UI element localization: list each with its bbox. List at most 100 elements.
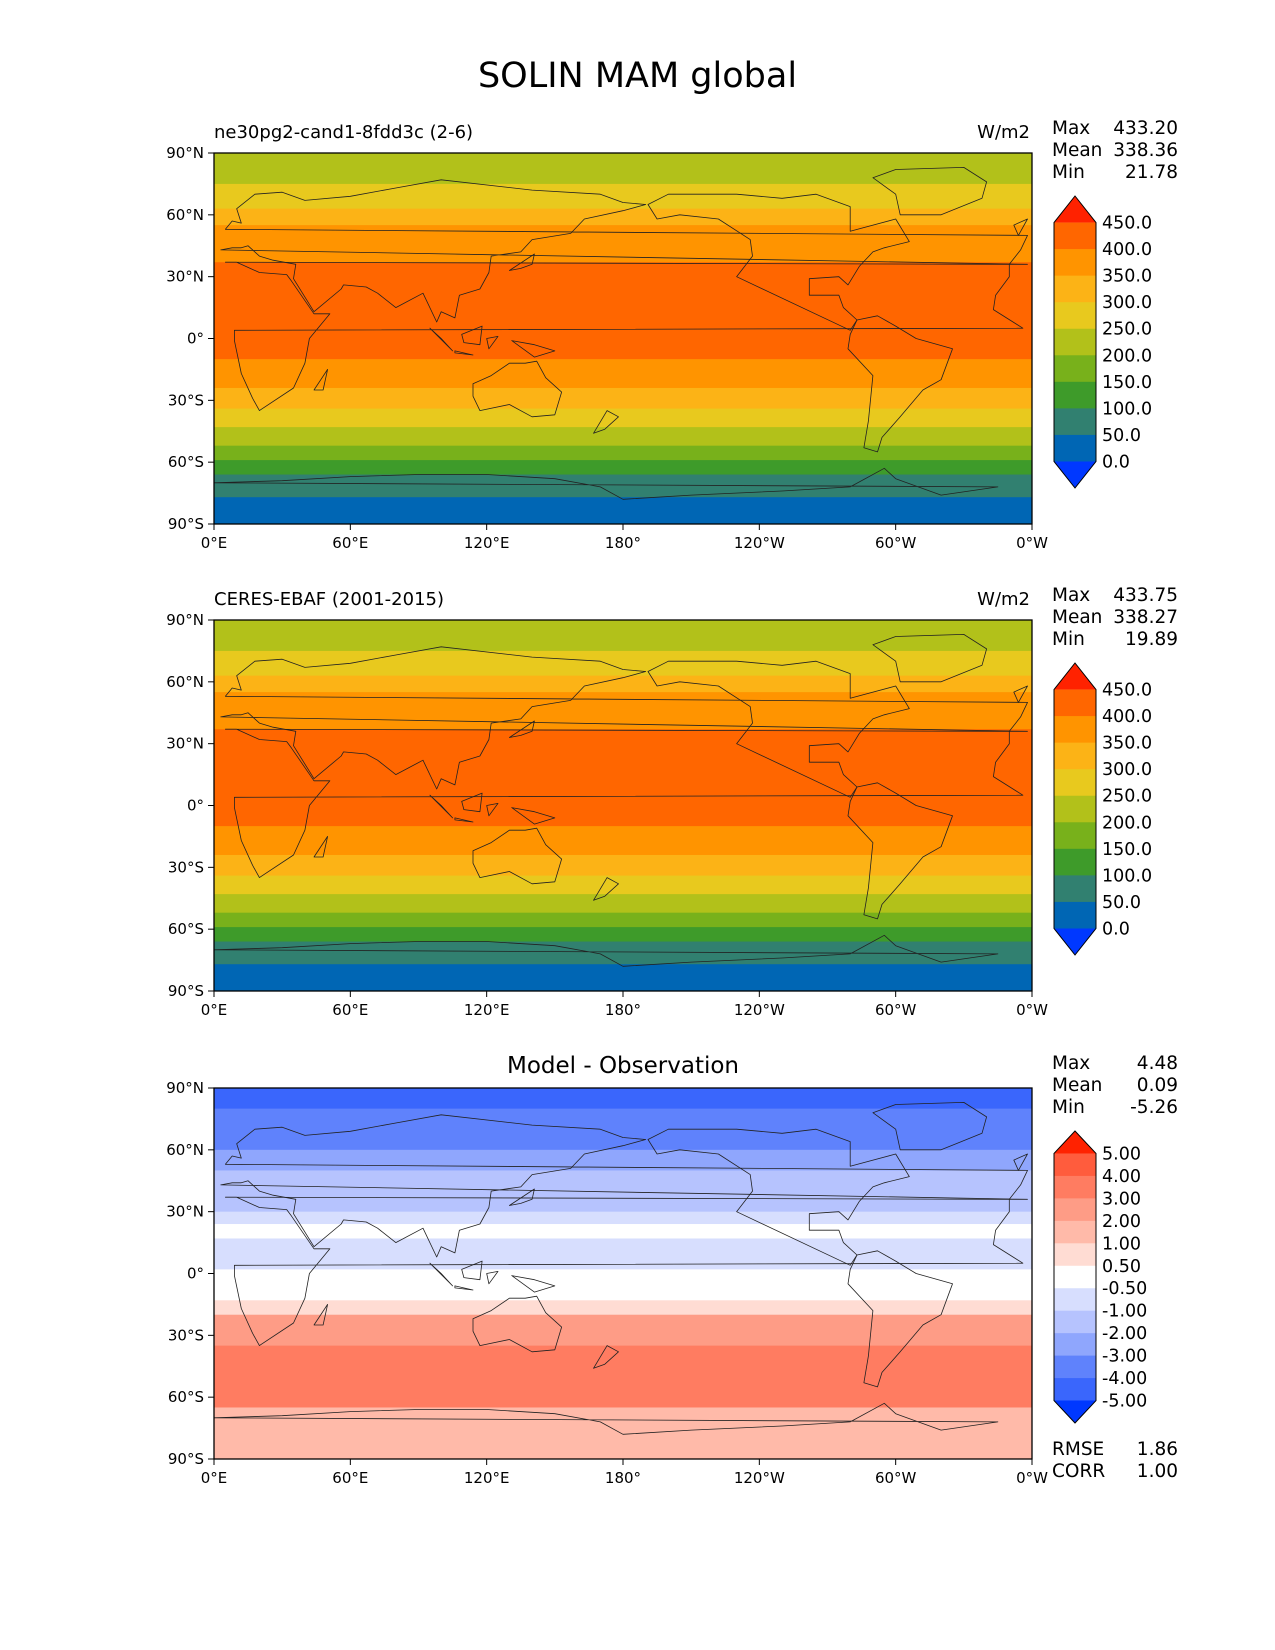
colorbar-level-label: 150.0	[1102, 373, 1152, 393]
lat-tick-label: 60°N	[166, 673, 204, 691]
lon-tick-label: 0°E	[201, 1001, 228, 1019]
lon-tick-label: 60°W	[875, 1469, 917, 1487]
lon-tick-label: 120°W	[734, 1001, 785, 1019]
colorbar-level-label: 350.0	[1102, 267, 1152, 287]
colorbar-level-label: 200.0	[1102, 813, 1152, 833]
colorbar-swatch	[1054, 434, 1096, 462]
map-area	[214, 620, 1032, 991]
lat-tick-label: 90°N	[166, 144, 204, 162]
colorbar-extend-min	[1054, 461, 1096, 488]
coastline	[647, 193, 910, 331]
lat-tick-label: 60°S	[168, 453, 204, 471]
colorbar-level-label: -1.00	[1102, 1302, 1147, 1322]
colorbar-swatch	[1054, 742, 1096, 770]
colorbar-extend-min	[1054, 1400, 1096, 1423]
colorbar-level-label: 100.0	[1102, 399, 1152, 419]
colorbar-extend-max	[1054, 1131, 1096, 1154]
field-band	[214, 692, 1032, 730]
coastline	[872, 1102, 987, 1151]
stat-max-label: Max	[1052, 585, 1091, 606]
stat-min-value: -5.26	[1130, 1097, 1178, 1118]
coastline	[511, 807, 556, 825]
stat-mean-value: 338.36	[1113, 140, 1178, 161]
colorbar-swatch	[1054, 302, 1096, 330]
colorbar-level-label: 450.0	[1102, 214, 1152, 234]
units-label: W/m2	[977, 122, 1030, 143]
colorbar-swatch	[1054, 769, 1096, 797]
colorbar-swatch	[1054, 408, 1096, 436]
colorbar-level-label: 250.0	[1102, 787, 1152, 807]
stat-mean-value: 0.09	[1136, 1075, 1178, 1096]
colorbar-swatch	[1054, 381, 1096, 409]
model-panel: ne30pg2-cand1-8fdd3c (2-6) W/m2 Max 433.2…	[0, 118, 1275, 588]
coastline	[593, 877, 619, 901]
stat-mean-label: Mean	[1052, 1075, 1103, 1096]
lat-tick-label: 30°N	[166, 1203, 204, 1221]
coastline	[214, 1402, 999, 1435]
colorbar-level-label: -5.00	[1102, 1392, 1147, 1412]
colorbar-swatch	[1054, 795, 1096, 823]
lat-tick-label: 30°S	[168, 391, 204, 409]
stat-max-value: 4.48	[1136, 1053, 1178, 1074]
coastline	[454, 1285, 474, 1291]
colorbar-level-label: 350.0	[1102, 734, 1152, 754]
colorbar-level-label: 100.0	[1102, 866, 1152, 886]
units-label: W/m2	[977, 589, 1030, 610]
colorbar-level-label: 50.0	[1102, 426, 1141, 446]
colorbar-level-label: 400.0	[1102, 240, 1152, 260]
field-band	[214, 445, 1032, 461]
colorbar-level-label: 250.0	[1102, 320, 1152, 340]
stat-corr-label: CORR	[1052, 1461, 1106, 1482]
colorbar-swatch	[1054, 822, 1096, 850]
lon-tick-label: 60°E	[332, 534, 368, 552]
coastlines	[214, 634, 1028, 967]
colorbar-swatch	[1054, 1355, 1096, 1379]
lon-tick-label: 0°W	[1016, 534, 1048, 552]
lat-tick-label: 30°S	[168, 1326, 204, 1344]
colorbar-swatch	[1054, 689, 1096, 717]
coastline	[472, 360, 562, 418]
coastline	[313, 1303, 329, 1326]
coastline	[1013, 218, 1028, 236]
coastline	[647, 1128, 910, 1266]
stat-min-value: 21.78	[1125, 162, 1178, 183]
field-band	[214, 1088, 1032, 1110]
lat-tick-label: 30°N	[166, 268, 204, 286]
colorbar-swatch	[1054, 875, 1096, 903]
map-plot: 90°N 60°N 30°N 0° 30°S 60°S 90°S0°E 60°E 120°E 18…	[166, 144, 1152, 552]
lat-tick-label: 60°N	[166, 206, 204, 224]
error-stats-block: RMSE 1.86 CORR 1.00	[1052, 1439, 1178, 1483]
field-band	[214, 675, 1032, 693]
coastline	[593, 410, 619, 434]
colorbar-level-label: 0.50	[1102, 1257, 1141, 1277]
coastline	[224, 728, 1024, 879]
colorbar-swatch	[1054, 1175, 1096, 1199]
colorbar-level-label: 200.0	[1102, 346, 1152, 366]
coastline	[1013, 685, 1028, 703]
field-band	[214, 826, 1032, 856]
lat-tick-label: 90°S	[168, 982, 204, 1000]
field-band	[214, 1300, 1032, 1316]
field-band	[214, 183, 1032, 210]
coastlines	[214, 1102, 1028, 1435]
colorbar-outline	[1053, 195, 1097, 489]
field-band	[214, 894, 1032, 914]
stat-rmse-label: RMSE	[1052, 1439, 1105, 1460]
coastline	[313, 835, 329, 858]
colorbar-swatch	[1054, 1243, 1096, 1267]
field-band	[214, 1314, 1032, 1347]
colorbar-swatch	[1054, 355, 1096, 383]
colorbar-swatch	[1054, 1220, 1096, 1244]
coastline	[508, 253, 535, 271]
field-band	[214, 1269, 1032, 1301]
stat-rmse-value: 1.86	[1136, 1439, 1178, 1460]
colorbar-extend-max	[1054, 663, 1096, 690]
field-band	[214, 408, 1032, 428]
coastline	[214, 934, 999, 967]
colorbar-swatch	[1054, 328, 1096, 356]
colorbar: 450.0 400.0 350.0 300.0 250.0 200.0 150.0 100.0…	[1053, 195, 1152, 489]
map-area	[214, 1088, 1032, 1459]
lon-tick-label: 180°	[605, 1001, 641, 1019]
colorbar-swatch	[1054, 1153, 1096, 1177]
obs-panel: CERES-EBAF (2001-2015) W/m2 Max 433.75 Me…	[0, 585, 1275, 1055]
